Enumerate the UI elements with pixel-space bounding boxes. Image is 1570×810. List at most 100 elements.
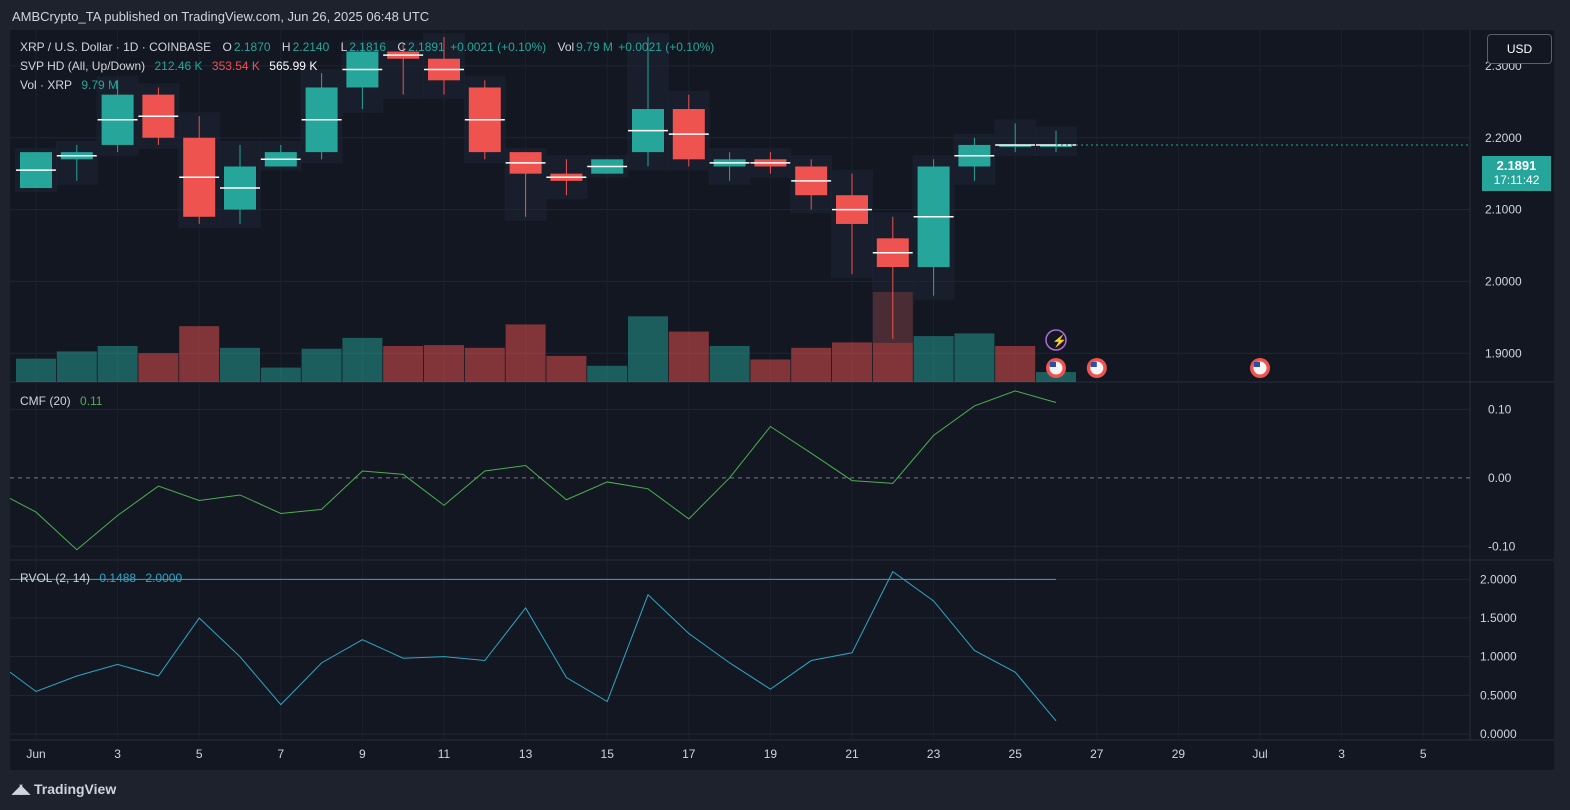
time-tick-label: 3 [114,747,121,761]
change-value: +0.0021 (+0.10%) [450,40,547,54]
volume-bar [138,353,179,382]
time-tick-label: 21 [845,747,859,761]
tradingview-logo-icon: ◢◣ [12,781,30,796]
high-label: H [281,40,291,54]
time-tick-label: 3 [1338,747,1345,761]
candle-body [999,144,1032,147]
rvol-tick-label: 0.0000 [1480,727,1517,741]
time-tick-label: 25 [1009,747,1023,761]
time-tick-label: 15 [601,747,615,761]
rvol-legend[interactable]: RVOL (2, 14) 0.1488 2.0000 [20,571,184,585]
candlestick-series [15,33,1470,343]
footer-brand: TradingView [34,781,117,797]
grid-lines [10,30,1554,741]
volume-bar [220,347,260,382]
volume-bar [913,336,954,382]
candle-body [1040,144,1072,147]
rvol-line [9,570,1057,722]
chart-frame[interactable]: ⚡ 2.3000 2.2000 2.1000 2.0000 1.9000 0.10 0.00… [9,30,1554,770]
svp-label: SVP HD (All, Up/Down) [20,59,146,73]
time-tick-label: 7 [277,747,284,761]
us-flag-event-icon [1254,362,1260,367]
high-value: 2.2140 [292,40,330,54]
svp-up-value: 212.46 K [154,59,203,73]
volume-bar [832,342,872,382]
time-tick-label: Jul [1252,747,1267,761]
vol-xrp-legend[interactable]: Vol · XRP 9.79 M [20,78,120,92]
bar-countdown: 17:11:42 [1493,173,1540,187]
axis-labels: 2.30002.20002.10002.00001.90000.100.00-0… [26,59,1522,761]
svp-down-value: 353.54 K [211,59,260,73]
volume-bars [16,292,1076,382]
cmf-series [9,390,1057,551]
volume-bar [342,337,383,382]
open-value: 2.1870 [233,40,271,54]
last-price: 2.1891 [1496,158,1537,173]
lightning-icon: ⚡ [1052,334,1067,348]
rvol-tick-label: 1.0000 [1480,650,1517,664]
main-legend: XRP / U.S. Dollar · 1D · COINBASE O 2.187… [20,40,716,54]
volume-bar [628,316,668,382]
event-markers: ⚡ [1045,329,1270,378]
currency-button[interactable]: USD [1487,34,1552,64]
volume-bar [546,355,587,382]
us-flag-event-icon [1050,362,1056,367]
time-tick-label: 13 [519,747,533,761]
volume-bar [424,345,464,382]
volume-bar [16,358,56,382]
chart-canvas[interactable]: ⚡ 2.30002.20002.10002.00001.90000.100.00… [9,30,1554,770]
volume-bar [587,365,628,382]
volume-bar [56,351,97,382]
price-tick-label: 2.1000 [1485,203,1522,217]
rvol-tick-label: 0.5000 [1480,688,1517,702]
vol-xrp-value: 9.79 M [81,78,119,92]
open-label: O [222,40,232,54]
volume-bar [709,346,750,382]
price-tick-label: 1.9000 [1485,346,1522,360]
vol-xrp-label: Vol · XRP [20,78,73,92]
publisher-line: AMBCrypto_TA published on TradingView.co… [12,9,430,24]
rvol-value-2: 2.0000 [145,571,183,585]
rvol-series [9,570,1057,722]
rvol-tick-label: 2.0000 [1480,572,1517,586]
volume-bar [301,348,342,382]
vol-change-value: +0.0021 (+0.10%) [618,40,715,54]
cmf-value: 0.11 [80,394,103,408]
rvol-label: RVOL (2, 14) [20,571,91,585]
time-tick-label: 19 [764,747,778,761]
time-tick-label: Jun [26,747,45,761]
time-tick-label: 27 [1090,747,1104,761]
cmf-label: CMF (20) [20,394,71,408]
volume-bar [179,326,220,382]
cmf-tick-label: 0.00 [1488,471,1512,485]
last-price-tag: 2.1891 17:11:42 [1482,156,1551,191]
cmf-legend[interactable]: CMF (20) 0.11 [20,394,104,408]
vol-value: 9.79 M [576,40,613,54]
cmf-tick-label: 0.10 [1488,402,1512,416]
vol-label: Vol [557,40,575,54]
time-tick-label: 29 [1172,747,1186,761]
volume-bar [505,324,546,382]
price-tick-label: 2.0000 [1485,274,1522,288]
volume-bar [97,346,138,382]
time-tick-label: 5 [196,747,203,761]
volume-bar [995,346,1036,382]
svp-total-value: 565.99 K [269,59,318,73]
time-tick-label: 23 [927,747,941,761]
cmf-tick-label: -0.10 [1488,539,1516,553]
low-label: L [340,40,348,54]
tradingview-footer[interactable]: ◢◣ TradingView [12,781,116,797]
volume-bar [383,346,424,382]
volume-bar [464,347,505,382]
symbol-label[interactable]: XRP / U.S. Dollar · 1D · COINBASE [20,40,212,54]
volume-bar [791,347,832,382]
us-flag-event-icon [1090,362,1097,367]
time-tick-label: 17 [682,747,696,761]
cmf-line [9,390,1057,551]
time-tick-label: 9 [359,747,366,761]
volume-bar [954,333,995,382]
volume-bar [260,367,301,382]
svp-legend[interactable]: SVP HD (All, Up/Down) 212.46 K 353.54 K … [20,59,319,73]
rvol-tick-label: 1.5000 [1480,611,1517,625]
close-label: C [397,40,407,54]
